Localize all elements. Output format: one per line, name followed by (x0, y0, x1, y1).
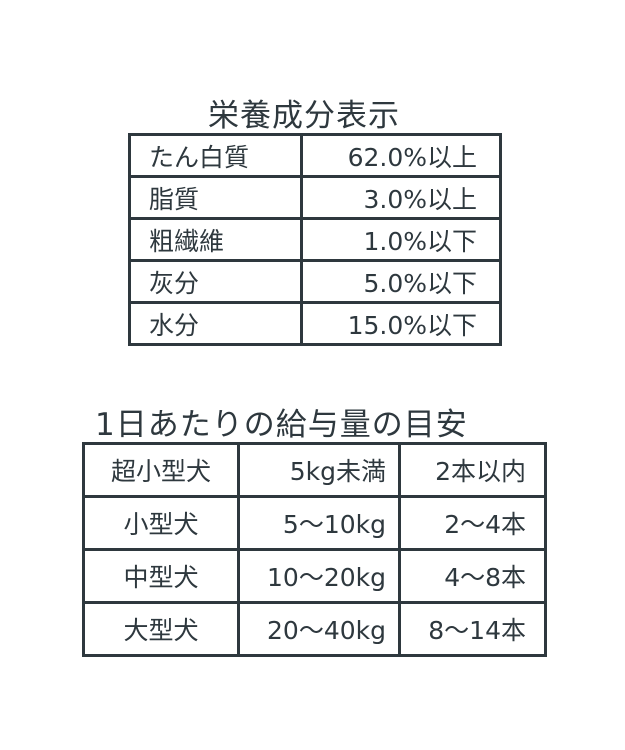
nutrient-name: 脂質 (128, 175, 303, 220)
dog-size: 大型犬 (82, 601, 240, 657)
table-row: 灰分 5.0%以下 (128, 259, 502, 304)
table-row: 大型犬 20〜40kg 8〜14本 (82, 601, 547, 657)
nutrient-value: 15.0%以下 (300, 301, 502, 346)
dog-weight: 10〜20kg (237, 548, 401, 604)
table-row: 水分 15.0%以下 (128, 301, 502, 346)
nutrient-value: 1.0%以下 (300, 217, 502, 262)
feeding-amount: 2〜4本 (398, 495, 547, 551)
table-row: 脂質 3.0%以上 (128, 175, 502, 220)
dog-weight: 5kg未満 (237, 442, 401, 498)
nutrient-name: たん白質 (128, 133, 303, 178)
table-row: 中型犬 10〜20kg 4〜8本 (82, 548, 547, 604)
nutrient-name: 粗繊維 (128, 217, 303, 262)
nutrition-title: 栄養成分表示 (208, 98, 400, 134)
nutrient-value: 5.0%以下 (300, 259, 502, 304)
table-row: たん白質 62.0%以上 (128, 133, 502, 178)
dog-weight: 20〜40kg (237, 601, 401, 657)
dog-size: 中型犬 (82, 548, 240, 604)
dog-weight: 5〜10kg (237, 495, 401, 551)
feeding-amount: 8〜14本 (398, 601, 547, 657)
table-row: 粗繊維 1.0%以下 (128, 217, 502, 262)
feeding-table: 超小型犬 5kg未満 2本以内 小型犬 5〜10kg 2〜4本 中型犬 10〜20kg 4〜… (82, 442, 547, 657)
feeding-amount: 2本以内 (398, 442, 547, 498)
nutrient-value: 3.0%以上 (300, 175, 502, 220)
feeding-title: 1日あたりの給与量の目安 (95, 407, 468, 443)
table-row: 超小型犬 5kg未満 2本以内 (82, 442, 547, 498)
dog-size: 小型犬 (82, 495, 240, 551)
nutrient-value: 62.0%以上 (300, 133, 502, 178)
nutrition-table: たん白質 62.0%以上 脂質 3.0%以上 粗繊維 1.0%以下 灰分 5.0%以下 … (128, 133, 502, 346)
table-row: 小型犬 5〜10kg 2〜4本 (82, 495, 547, 551)
nutrient-name: 灰分 (128, 259, 303, 304)
nutrient-name: 水分 (128, 301, 303, 346)
dog-size: 超小型犬 (82, 442, 240, 498)
feeding-amount: 4〜8本 (398, 548, 547, 604)
